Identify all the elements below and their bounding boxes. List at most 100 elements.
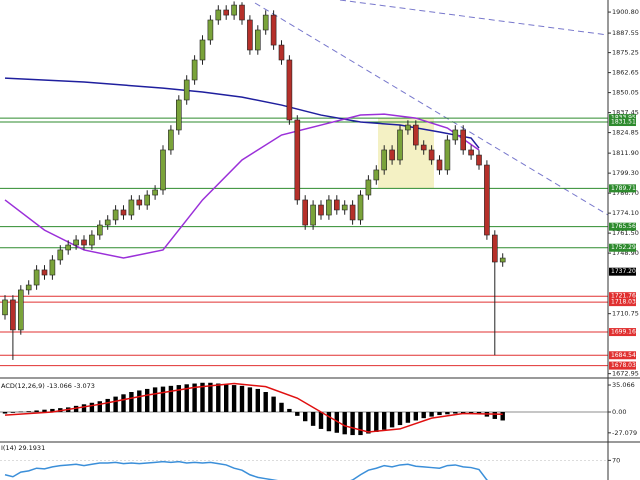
candle-body: [199, 39, 206, 61]
candle-body: [444, 139, 451, 171]
candle-body: [73, 239, 79, 246]
histogram-bar: [295, 412, 300, 416]
candle-body: [104, 219, 111, 226]
level-label: 1699.16: [611, 329, 636, 336]
histogram-bar: [461, 412, 466, 414]
histogram-bar: [334, 412, 339, 433]
histogram-bar: [176, 385, 181, 412]
histogram-bar: [263, 392, 268, 412]
y-tick-label: 1875.25: [612, 49, 639, 57]
histogram-bar: [231, 385, 237, 412]
level-label: 1684.54: [611, 352, 636, 359]
level-label: 1721.76: [611, 293, 636, 300]
y-tick-label: 1887.55: [612, 29, 639, 37]
candle-body: [341, 204, 348, 211]
histogram-bar: [421, 412, 426, 419]
histogram-bar: [429, 412, 434, 417]
signal-line: [4, 382, 503, 433]
histogram-bar: [358, 412, 363, 436]
candle-body: [381, 149, 388, 171]
candle-body: [152, 189, 158, 196]
candle-body: [160, 149, 166, 191]
candle-body: [112, 209, 119, 221]
histogram-bar: [271, 396, 276, 412]
moving-average: [4, 113, 480, 259]
candle-body: [412, 124, 419, 146]
histogram-bar: [389, 412, 395, 428]
candle-body: [215, 9, 222, 21]
y-tick-label: 1900.80: [612, 8, 639, 16]
candle-body: [278, 44, 285, 61]
histogram-bar: [200, 382, 205, 412]
price-panel: [0, 0, 608, 367]
candle-body: [255, 29, 261, 51]
candle-body: [318, 204, 324, 216]
trend-line: [339, 0, 608, 36]
histogram-bar: [34, 410, 39, 412]
y-tick-label: 1774.10: [612, 209, 639, 217]
histogram-bar: [10, 412, 16, 413]
histogram-bar: [73, 405, 79, 412]
y-tick-label: 35.066: [612, 381, 635, 389]
candle-body: [223, 9, 229, 16]
y-tick-label: 70: [612, 456, 620, 464]
macd-label: ACD(12,26,9) -13.066 -3.073: [1, 382, 95, 390]
candle-body: [286, 59, 293, 121]
level-label: 1831.51: [611, 119, 636, 126]
histogram-bar: [152, 387, 158, 412]
y-tick-label: 1862.65: [612, 69, 639, 77]
histogram-bar: [208, 382, 213, 412]
level-label: 1752.29: [611, 244, 636, 251]
current-price-label: 1737.20: [611, 268, 636, 275]
candle-body: [183, 79, 190, 101]
candle-body: [65, 244, 71, 251]
y-tick-label: 1761.50: [612, 229, 639, 237]
histogram-bar: [216, 383, 221, 412]
level-label: 1789.71: [611, 185, 636, 192]
histogram-bar: [2, 412, 8, 414]
candle-body: [365, 179, 372, 196]
y-tick-label: 1672.95: [612, 370, 639, 378]
level-label-box: [609, 184, 636, 193]
candle-body: [33, 269, 40, 286]
level-label-box: [609, 361, 636, 370]
histogram-bar: [129, 392, 134, 412]
candle-body: [476, 154, 482, 166]
candle-body: [491, 234, 498, 263]
candle-body: [349, 204, 356, 221]
candle-body: [49, 259, 56, 276]
level-label-box: [609, 298, 636, 307]
candle-body: [310, 204, 316, 226]
histogram-bar: [366, 412, 371, 434]
trend-line: [254, 2, 608, 216]
y-tick-label: 1824.85: [612, 129, 639, 137]
level-label-box: [609, 118, 636, 127]
level-label: 1678.03: [611, 362, 636, 369]
candle-body: [373, 169, 380, 181]
candle-body: [10, 299, 16, 331]
histogram-bar: [453, 412, 458, 414]
histogram-bar: [97, 401, 102, 412]
histogram-bar: [192, 383, 197, 412]
histogram-bar: [287, 408, 292, 412]
rsi-panel: [0, 460, 608, 480]
candle-body: [484, 164, 490, 236]
histogram-bar: [168, 385, 174, 412]
level-label-box: [609, 222, 636, 231]
level-label-box: [609, 351, 636, 360]
histogram-bar: [81, 404, 87, 412]
candle-body: [302, 199, 309, 226]
histogram-bar: [89, 402, 95, 412]
histogram-bar: [255, 388, 260, 412]
moving-average: [4, 77, 480, 149]
histogram-bar: [121, 394, 126, 412]
candle-body: [144, 194, 150, 206]
histogram-bar: [350, 412, 355, 436]
candle-body: [239, 4, 245, 21]
y-tick-label: 1710.75: [612, 310, 639, 318]
histogram-bar: [184, 384, 189, 412]
candle-body: [262, 14, 269, 31]
histogram-bar: [105, 398, 110, 412]
histogram-bar: [42, 409, 47, 412]
